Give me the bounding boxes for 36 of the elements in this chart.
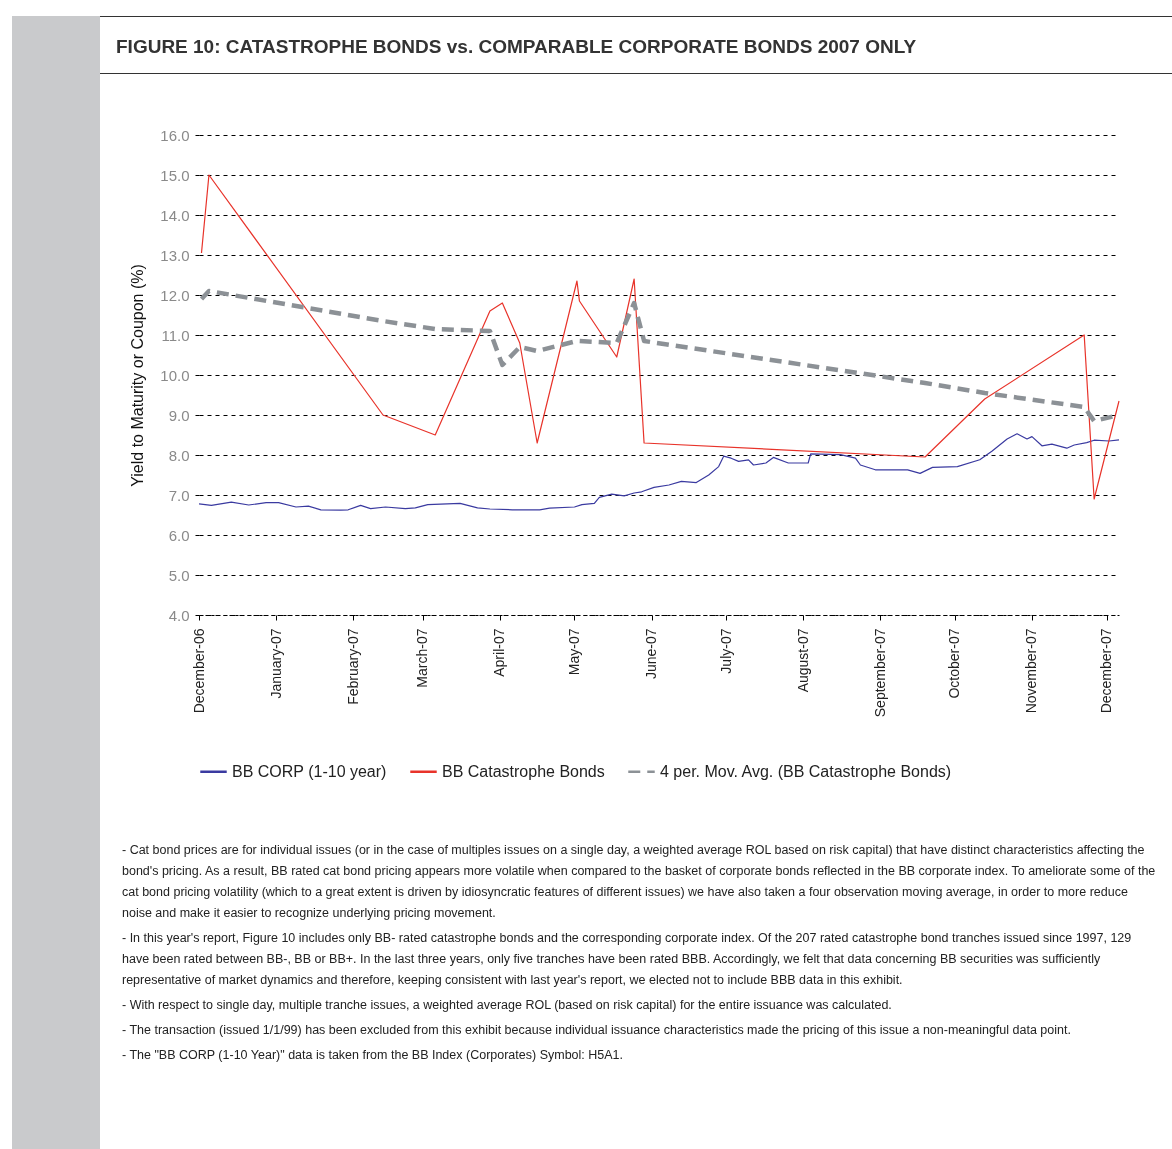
y-tick-label: 9.0	[168, 406, 190, 424]
y-tick-label: 6.0	[168, 526, 190, 544]
y-tick-label: 14.0	[160, 206, 190, 224]
x-tick-label: January-07	[267, 628, 284, 699]
y-tick-label: 16.0	[160, 126, 190, 144]
y-tick-label: 12.0	[160, 286, 190, 304]
x-tick-label: March-07	[414, 628, 431, 688]
x-tick-label: September-07	[871, 628, 888, 718]
x-tick-label: October-07	[946, 628, 963, 699]
x-tick-label: July-07	[717, 628, 734, 674]
x-tick-label: August-07	[794, 628, 811, 693]
text: - Cat bond prices are for individual issues (or in the case of multiples issues on a single day, a weighted average ROL based on risk capital) that have distinct characteristics affecting the bond's pricing. As a result, BB rated cat bond pricing appears more volatile when compared to the basket of corporate bonds reflected in the BB corporate index. To ameliorate some of the cat bond pricing volatility (which to a great extent is driven by idiosyncratic features of different issues) we have also taken a four observation moving average, in order to more reduce noise and make it easier to recognize underlying pricing movement.	[122, 842, 1157, 922]
x-tick-label: June-07	[643, 628, 660, 680]
text: - The transaction (issued 1/1/99) has been excluded from this exhibit because individual issuance characteristics made the pricing of this issue a non-meaningful data point.	[122, 1022, 1072, 1039]
y-tick-label: 13.0	[160, 246, 190, 264]
x-tick-label: February-07	[344, 628, 361, 705]
y-tick-label: 8.0	[168, 446, 190, 464]
y-axis-title: Yield to Maturity or Coupon (%)	[129, 264, 147, 487]
legend-label: 4 per. Mov. Avg. (BB Catastrophe Bonds)	[660, 762, 952, 780]
x-tick-label: April-07	[491, 628, 508, 677]
text: - With respect to single day, multiple tranche issues, a weighted average ROL (based on risk capital) for the entire issuance was calculated.	[122, 997, 893, 1014]
y-tick-label: 4.0	[168, 606, 190, 624]
x-tick-label: November-07	[1023, 628, 1040, 714]
x-tick-label: December-06	[190, 628, 207, 714]
y-tick-label: 7.0	[168, 486, 190, 504]
legend-label: BB CORP (1-10 year)	[232, 762, 387, 780]
x-tick-label: May-07	[565, 628, 582, 676]
text: - The "BB CORP (1-10 Year)" data is taken from the BB Index (Corporates) Symbol: H5A1.	[122, 1047, 624, 1064]
text: - In this year's report, Figure 10 includes only BB- rated catastrophe bonds and the corresponding corporate index. Of the 207 rated catastrophe bond tranches issued since 1997, 129 have been rated between BB-, BB or BB+. In the last three years, only five tranches have been rated BBB. Accordingly, we felt that data concerning BB securities was sufficiently representative of market dynamics and therefore, keeping consistent with last year's report, we elected not to include BBB data in this exhibit.	[122, 930, 1133, 989]
y-tick-label: 15.0	[160, 166, 190, 184]
y-tick-label: 11.0	[161, 326, 190, 344]
y-tick-label: 10.0	[160, 366, 190, 384]
y-tick-label: 5.0	[168, 566, 190, 584]
x-tick-label: December-07	[1098, 628, 1115, 714]
legend-label: BB Catastrophe Bonds	[442, 762, 605, 780]
chart-title: FIGURE 10: CATASTROPHE BONDS vs. COMPARABLE CORPORATE BONDS 2007 ONLY	[116, 36, 917, 58]
